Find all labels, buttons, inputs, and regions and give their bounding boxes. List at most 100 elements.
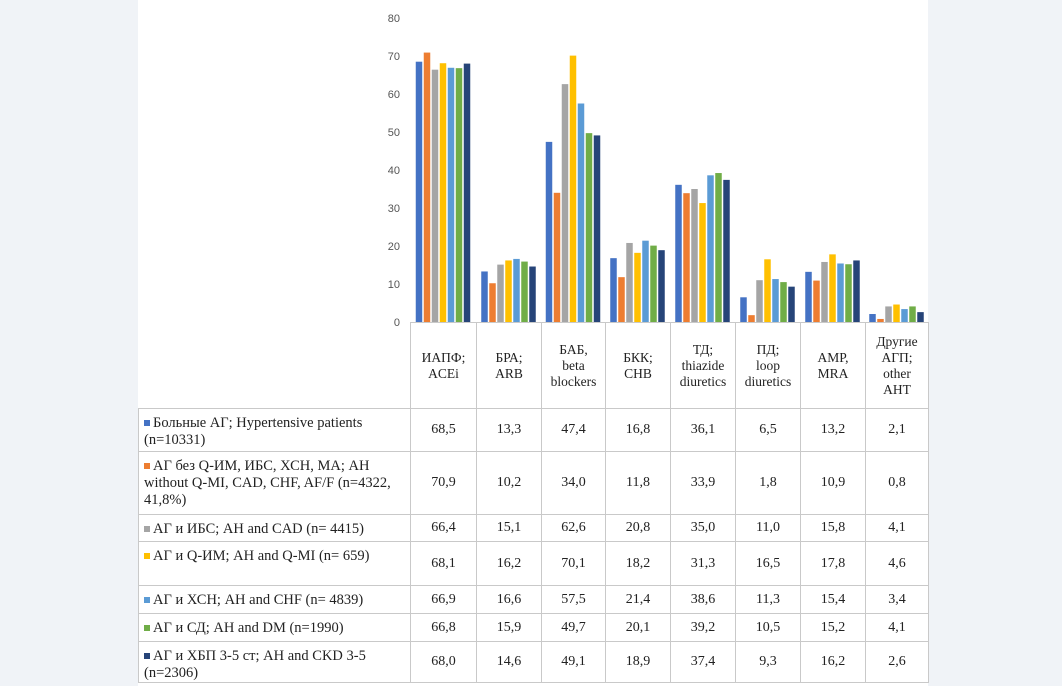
bar: [463, 63, 471, 322]
category-label: БАБ, beta blockers: [541, 322, 606, 409]
category-label: БКК; CHB: [605, 322, 671, 409]
data-table: ИАПФ; ACEi БРА; ARB БАБ, beta blockers БКК; CHB Т…: [138, 322, 929, 683]
bar: [901, 309, 908, 322]
bar: [837, 263, 844, 322]
value-cell: 4,6: [865, 541, 929, 586]
value-cell: 15,4: [800, 585, 866, 614]
bar: [447, 67, 455, 322]
bar: [505, 260, 512, 322]
bar: [715, 173, 722, 322]
bars: [415, 52, 924, 323]
value-cell: 15,8: [800, 514, 866, 542]
y-tick-label: 50: [388, 127, 400, 139]
bar: [829, 254, 836, 322]
value-cell: 15,2: [800, 613, 866, 642]
bar: [415, 61, 423, 322]
table-row: Больные АГ; Hypertensive patients (n=103…: [138, 408, 929, 452]
legend-entry: АГ и ИБС; AH and CAD (n= 4415): [138, 514, 411, 542]
value-cell: 11,3: [735, 585, 801, 614]
bar: [723, 179, 730, 322]
bar: [593, 135, 601, 322]
value-cell: 49,7: [541, 613, 606, 642]
value-cell: 13,2: [800, 408, 866, 452]
bar: [626, 242, 633, 322]
bar: [423, 52, 431, 323]
bar: [885, 306, 892, 322]
bar: [642, 240, 649, 322]
table-row: АГ и ИБС; AH and CAD (n= 4415) 66,4 15,1 62…: [138, 514, 929, 542]
bar: [610, 258, 617, 322]
category-label: БРА; ARB: [476, 322, 542, 409]
bar: [431, 69, 439, 323]
value-cell: 11,8: [605, 451, 671, 515]
bar: [740, 297, 747, 322]
legend-entry: АГ и ХСН; AH and CHF (n= 4839): [138, 585, 411, 614]
y-tick-label: 70: [388, 51, 400, 63]
bar: [788, 286, 795, 322]
value-cell: 21,4: [605, 585, 671, 614]
bar: [569, 55, 577, 323]
value-cell: 39,2: [670, 613, 736, 642]
bar: [853, 260, 860, 322]
value-cell: 38,6: [670, 585, 736, 614]
value-cell: 14,6: [476, 641, 542, 683]
bar: [683, 193, 690, 322]
legend-entry: Больные АГ; Hypertensive patients (n=103…: [138, 408, 411, 452]
bar: [561, 84, 569, 323]
bar: [813, 280, 820, 322]
bar: [658, 250, 665, 322]
value-cell: 31,3: [670, 541, 736, 586]
value-cell: 10,9: [800, 451, 866, 515]
legend-swatch: [144, 526, 150, 532]
value-cell: 57,5: [541, 585, 606, 614]
legend-entry: АГ и СД; AH and DM (n=1990): [138, 613, 411, 642]
value-cell: 37,4: [670, 641, 736, 683]
value-cell: 33,9: [670, 451, 736, 515]
value-cell: 49,1: [541, 641, 606, 683]
value-cell: 68,1: [410, 541, 477, 586]
bar: [545, 141, 553, 322]
bar: [489, 283, 496, 322]
value-cell: 62,6: [541, 514, 606, 542]
table-row: АГ и Q-ИМ; AH and Q-MI (n= 659) 68,1 16,2 7…: [138, 541, 929, 586]
bar: [699, 203, 706, 322]
category-label: ПД; loop diuretics: [735, 322, 801, 409]
category-label: АМР, MRA: [800, 322, 866, 409]
bar: [707, 175, 714, 322]
y-tick-label: 20: [388, 241, 400, 253]
bar: [634, 252, 641, 322]
bar: [909, 306, 916, 322]
value-cell: 34,0: [541, 451, 606, 515]
bar: [553, 192, 561, 322]
value-cell: 13,3: [476, 408, 542, 452]
value-cell: 20,1: [605, 613, 671, 642]
value-cell: 36,1: [670, 408, 736, 452]
value-cell: 68,0: [410, 641, 477, 683]
value-cell: 70,1: [541, 541, 606, 586]
bar: [877, 318, 884, 322]
table-row: АГ без Q-ИМ, ИБС, ХСН, МА; AH without Q-…: [138, 451, 929, 515]
bar: [869, 314, 876, 322]
value-cell: 6,5: [735, 408, 801, 452]
table-row: АГ и ХСН; AH and CHF (n= 4839) 66,9 16,6 57…: [138, 585, 929, 614]
table-header-row: ИАПФ; ACEi БРА; ARB БАБ, beta blockers БКК; CHB Т…: [138, 322, 929, 409]
bar: [481, 271, 488, 322]
value-cell: 4,1: [865, 514, 929, 542]
legend-entry: АГ и ХБП 3-5 ст; AH and CKD 3-5 (n=2306): [138, 641, 411, 683]
value-cell: 2,6: [865, 641, 929, 683]
legend-swatch: [144, 625, 150, 631]
bar: [650, 245, 657, 322]
value-cell: 47,4: [541, 408, 606, 452]
bar: [521, 261, 528, 322]
bar: [513, 258, 520, 322]
value-cell: 11,0: [735, 514, 801, 542]
value-cell: 1,8: [735, 451, 801, 515]
table-row: АГ и СД; AH and DM (n=1990) 66,8 15,9 49,7 2…: [138, 613, 929, 642]
bar: [780, 282, 787, 322]
value-cell: 16,2: [800, 641, 866, 683]
y-tick-label: 40: [388, 165, 400, 177]
bar: [772, 279, 779, 322]
value-cell: 4,1: [865, 613, 929, 642]
bar: [756, 280, 763, 322]
